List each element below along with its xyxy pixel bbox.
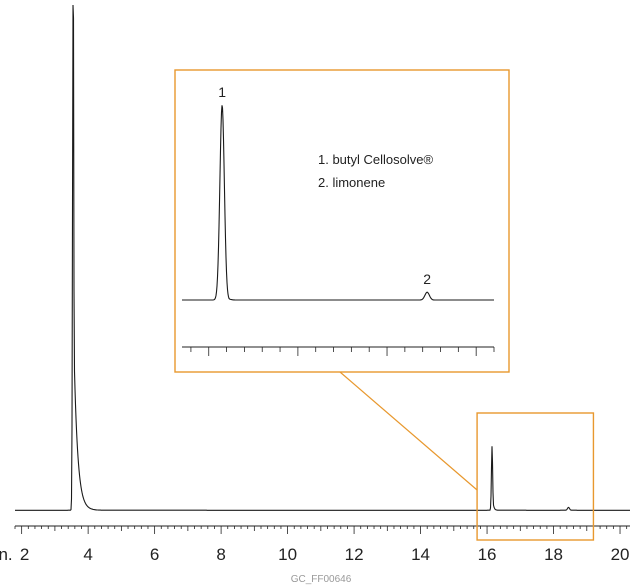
legend-entry-2: 2. limonene [318, 175, 385, 190]
peak-label: 1 [218, 84, 226, 100]
main-tick-label: 6 [150, 545, 159, 564]
peak-label: 2 [423, 271, 431, 287]
main-tick-label: 2 [20, 545, 29, 564]
main-x-axis: 2 min. 4 6 8 10 12 14 16 18 20 [0, 525, 630, 564]
main-tick-label: 18 [544, 545, 563, 564]
main-tick-label: 16 [478, 545, 497, 564]
inset-x-axis [182, 346, 495, 356]
inset-chromatogram-trace [182, 105, 494, 301]
main-tick-label: 20 [611, 545, 630, 564]
main-tick-label: 8 [216, 545, 225, 564]
inset-frame [174, 69, 510, 373]
zoom-connector-lines [339, 371, 478, 491]
main-chromatogram-trace [15, 4, 630, 511]
inset-peak-labels: 12 [218, 84, 431, 287]
main-tick-label: 14 [411, 545, 430, 564]
main-tick-label: 10 [278, 545, 297, 564]
main-tick-label: 4 [83, 545, 92, 564]
legend-entry-1: 1. butyl Cellosolve® [318, 152, 433, 167]
main-tick-label: 12 [345, 545, 364, 564]
figure-source-code: GC_FF00646 [291, 574, 352, 585]
zoom-region-box [476, 412, 595, 541]
inset-legend: 1. butyl Cellosolve® 2. limonene [318, 152, 433, 190]
zoom-connector [339, 371, 478, 491]
x-axis-label: min. [0, 545, 13, 564]
